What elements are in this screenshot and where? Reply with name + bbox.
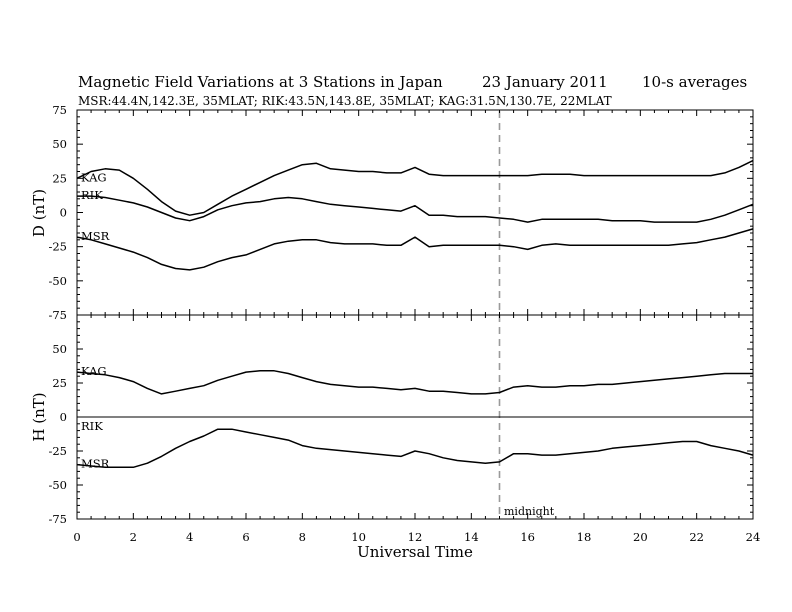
series-label-h-msr: MSR — [81, 457, 110, 471]
x-tick-label-6: 6 — [242, 530, 249, 544]
series-label-d-msr: MSR — [81, 229, 110, 243]
x-tick-label-12: 12 — [408, 530, 423, 544]
y-tick-label-d-0: 0 — [60, 206, 67, 220]
y-tick-label-h--75: -75 — [48, 512, 67, 526]
x-tick-label-18: 18 — [577, 530, 592, 544]
y-tick-label-h-50: 50 — [52, 342, 67, 356]
x-tick-label-14: 14 — [464, 530, 479, 544]
y-tick-label-h-25: 25 — [52, 376, 67, 390]
series-label-d-kag: KAG — [81, 170, 107, 184]
chart-date: 23 January 2011 — [482, 73, 608, 91]
x-tick-label-2: 2 — [130, 530, 137, 544]
series-line-d-kag — [76, 159, 754, 216]
panel-frame-h — [76, 314, 754, 520]
y-tick-label-h--25: -25 — [48, 444, 67, 458]
chart-title: Magnetic Field Variations at 3 Stations … — [78, 73, 443, 91]
x-tick-label-8: 8 — [299, 530, 306, 544]
y-tick-label-d--50: -50 — [48, 274, 67, 288]
y-axis-label-d: D (nT) — [30, 189, 48, 237]
y-tick-label-d-75: 75 — [52, 103, 67, 117]
station-info-subtitle: MSR:44.4N,142.3E, 35MLAT; RIK:43.5N,143.… — [78, 94, 612, 108]
y-tick-label-d-50: 50 — [52, 137, 67, 151]
series-line-h-msr — [76, 428, 754, 469]
series-label-d-rik: RIK — [81, 188, 103, 202]
y-tick-label-d--25: -25 — [48, 240, 67, 254]
y-tick-label-d-25: 25 — [52, 171, 67, 185]
y-tick-label-h--50: -50 — [48, 478, 67, 492]
x-tick-label-24: 24 — [746, 530, 761, 544]
series-line-d-rik — [77, 195, 754, 223]
x-tick-label-16: 16 — [520, 530, 535, 544]
x-tick-label-20: 20 — [633, 530, 648, 544]
series-line-h-kag — [76, 370, 753, 395]
y-axis-label-h: H (nT) — [30, 392, 48, 441]
chart-resolution: 10-s averages — [642, 73, 747, 91]
x-tick-label-10: 10 — [351, 530, 366, 544]
x-tick-label-0: 0 — [73, 530, 80, 544]
midnight-annotation: midnight — [504, 505, 555, 518]
plot-area: 75 50 25 0 -25 -50 -75 KAG RIK MSR 50 25 0 -25 -50 -75 K… — [48, 103, 760, 544]
series-label-h-rik: RIK — [81, 419, 103, 433]
y-tick-label-h-0: 0 — [60, 410, 67, 424]
y-tick-label-d--75: -75 — [48, 308, 67, 322]
series-line-d-msr — [76, 228, 754, 271]
x-tick-label-4: 4 — [186, 530, 193, 544]
series-label-h-kag: KAG — [81, 364, 107, 378]
x-axis-label: Universal Time — [357, 543, 473, 561]
x-tick-label-22: 22 — [689, 530, 704, 544]
